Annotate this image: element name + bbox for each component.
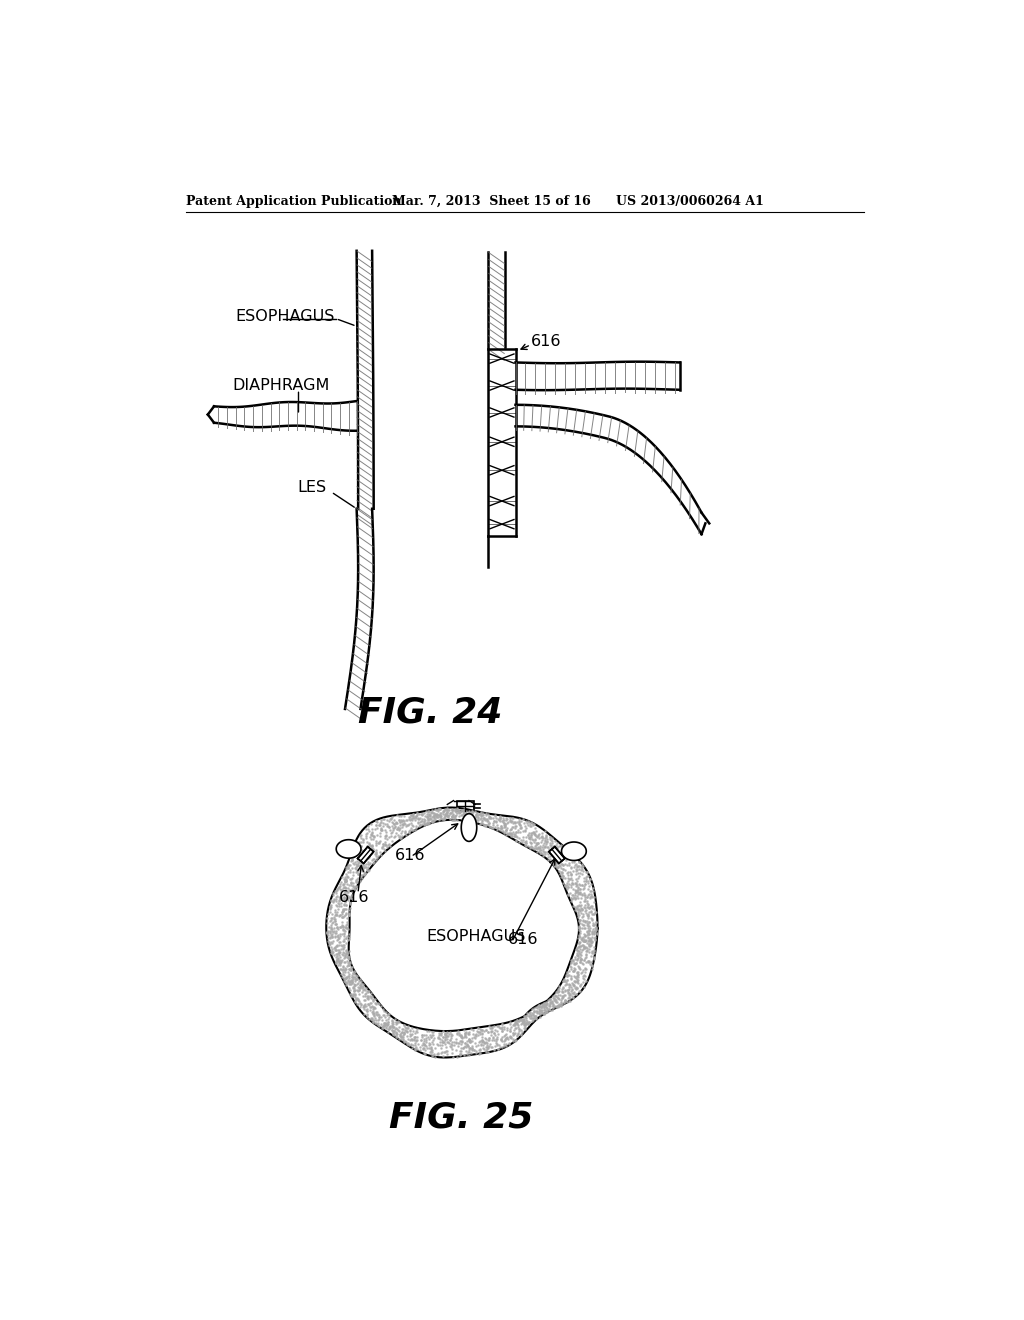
Text: US 2013/0060264 A1: US 2013/0060264 A1 bbox=[616, 195, 764, 209]
Text: Patent Application Publication: Patent Application Publication bbox=[186, 195, 401, 209]
Text: ESOPHAGUS: ESOPHAGUS bbox=[234, 309, 334, 323]
Text: 616: 616 bbox=[531, 334, 561, 350]
Text: 616: 616 bbox=[339, 890, 369, 906]
Text: ESOPHAGUS: ESOPHAGUS bbox=[426, 928, 525, 944]
Polygon shape bbox=[357, 846, 374, 863]
FancyBboxPatch shape bbox=[457, 801, 474, 810]
Text: Mar. 7, 2013  Sheet 15 of 16: Mar. 7, 2013 Sheet 15 of 16 bbox=[391, 195, 590, 209]
Text: FIG. 24: FIG. 24 bbox=[358, 696, 503, 730]
Polygon shape bbox=[461, 813, 477, 841]
Text: 616: 616 bbox=[395, 847, 426, 863]
Polygon shape bbox=[549, 846, 565, 863]
Text: FIG. 25: FIG. 25 bbox=[389, 1100, 534, 1134]
Polygon shape bbox=[336, 840, 361, 858]
Text: DIAPHRAGM: DIAPHRAGM bbox=[232, 378, 330, 393]
Polygon shape bbox=[561, 842, 587, 861]
Text: 616: 616 bbox=[508, 932, 539, 948]
Text: LES: LES bbox=[297, 480, 326, 495]
